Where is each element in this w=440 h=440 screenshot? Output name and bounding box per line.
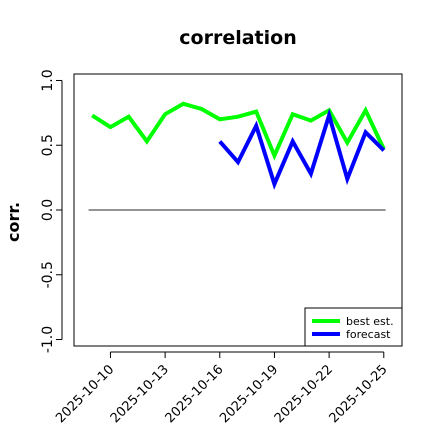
series-line-best-est <box>91 101 386 161</box>
series-line-forecast <box>218 108 386 190</box>
series-group <box>91 101 386 190</box>
legend-box <box>304 307 403 347</box>
chart-title: correlation <box>179 27 296 49</box>
x-axis: 2025-10-102025-10-132025-10-162025-10-19… <box>53 351 391 426</box>
legend-label: best est. <box>346 315 394 328</box>
y-tick-label: 0.5 <box>40 134 56 156</box>
y-tick-label: -1.0 <box>40 326 56 353</box>
legend: best est.forecast <box>304 307 403 347</box>
plot-frame <box>73 73 403 347</box>
x-tick-label: 2025-10-25 <box>327 362 391 426</box>
y-tick-label: -0.5 <box>40 261 56 288</box>
legend-label: forecast <box>346 328 391 341</box>
y-axis: -1.0 -0.5 0.0 0.5 1.0 <box>40 69 63 353</box>
y-axis-label: corr. <box>4 202 23 242</box>
y-tick-label: 1.0 <box>40 69 56 91</box>
y-tick-label: 0.0 <box>40 199 56 221</box>
